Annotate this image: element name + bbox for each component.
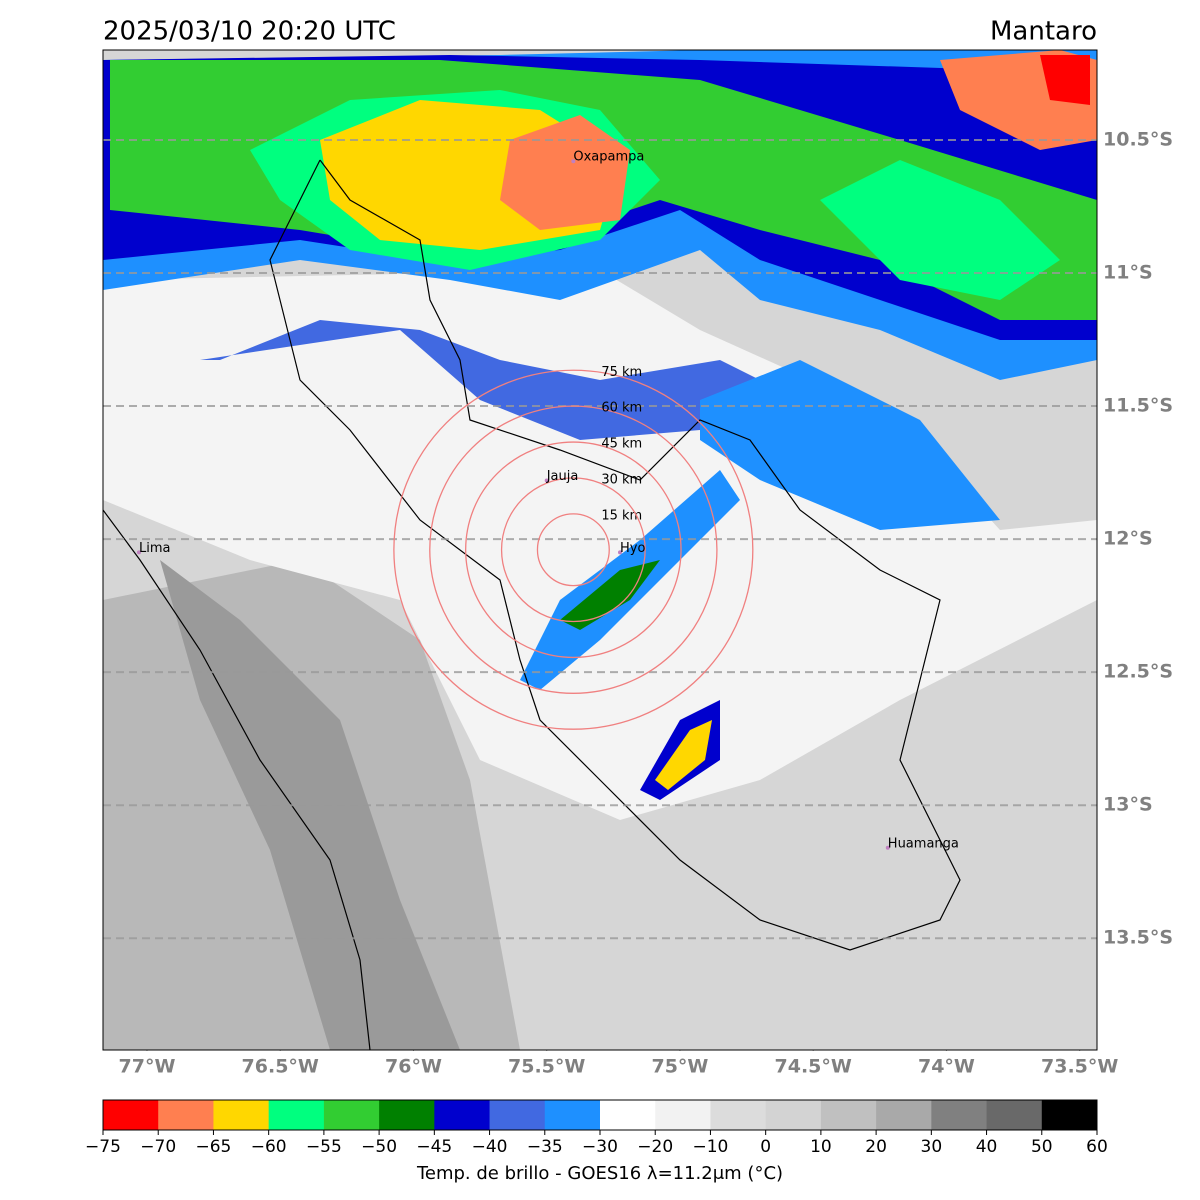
region: Mantaro — [990, 17, 1097, 47]
lat-label: 12°S — [1103, 528, 1153, 550]
range-rings: 15 km 30 km 45 km 60 km 75 km — [393, 365, 754, 730]
colorbar-segment — [1041, 1100, 1098, 1130]
lat-label: 11°S — [1103, 261, 1153, 283]
colorbar-segment — [600, 1100, 656, 1130]
city-label: Oxapampa — [573, 150, 644, 165]
lon-label: 76°W — [385, 1056, 442, 1078]
lon-label: 77°W — [119, 1056, 176, 1078]
colorbar-segment — [765, 1100, 822, 1130]
colorbar-segment — [820, 1100, 877, 1130]
range-ring-label: 30 km — [601, 472, 642, 487]
graticule: 10.5°S 11°S 11.5°S 12°S 12.5°S 13°S 13.5°S 77°W… — [103, 128, 1173, 1078]
lon-label: 75°W — [651, 1056, 708, 1078]
colorbar-segment — [323, 1100, 380, 1130]
lat-label: 13°S — [1103, 794, 1153, 816]
colorbar-tick-label: 20 — [865, 1137, 887, 1157]
map-frame — [102, 49, 1098, 1051]
colorbar-tick-label: −55 — [306, 1137, 342, 1157]
city-label: Huamanga — [888, 836, 959, 851]
colorbar-tick-label: 60 — [1086, 1137, 1108, 1157]
satellite-field — [103, 50, 1097, 1050]
colorbar: −75 −70 −65 −60 −55 −50 −45 −40 −35 −30 −20 −10 0 10 2… — [85, 1099, 1108, 1157]
colorbar-tick-label: −20 — [637, 1137, 673, 1157]
colorbar-tick-label: −50 — [361, 1137, 397, 1157]
lon-label: 73.5°W — [1041, 1056, 1118, 1078]
city-marker — [571, 159, 576, 164]
colorbar-tick-label: 10 — [810, 1137, 832, 1157]
colorbar-segment — [434, 1100, 491, 1130]
colorbar-segment — [213, 1100, 270, 1130]
colorbar-tick-label: 40 — [976, 1137, 998, 1157]
colorbar-segment — [931, 1100, 988, 1130]
colorbar-tick-label: −70 — [140, 1137, 176, 1157]
colorbar-segment — [876, 1100, 932, 1130]
lon-label: 75.5°W — [508, 1056, 585, 1078]
range-ring-label: 75 km — [601, 365, 642, 380]
colorbar-segment — [379, 1100, 435, 1130]
range-ring-label: 60 km — [601, 401, 642, 416]
range-ring — [393, 369, 754, 730]
colorbar-tick-label: −35 — [527, 1137, 563, 1157]
cities: Oxapampa Jauja Hyo Lima Huamanga — [136, 150, 959, 851]
colorbar-tick-label: 30 — [921, 1137, 943, 1157]
colorbar-tick-label: −65 — [195, 1137, 231, 1157]
range-ring — [536, 513, 610, 587]
range-ring — [429, 405, 718, 694]
lon-label: 74.5°W — [775, 1056, 852, 1078]
colorbar-segment — [986, 1100, 1043, 1130]
lat-label: 11.5°S — [1103, 395, 1173, 417]
colorbar-segment — [655, 1100, 711, 1130]
colorbar-tick-label: 0 — [760, 1137, 771, 1157]
lat-label: 13.5°S — [1103, 927, 1173, 949]
city-marker — [885, 845, 890, 850]
city-label: Jauja — [546, 469, 579, 484]
city-label: Lima — [139, 541, 170, 556]
colorbar-tick-label: −45 — [416, 1137, 452, 1157]
colorbar-segment — [103, 1100, 159, 1130]
colorbar-tick-label: −60 — [251, 1137, 287, 1157]
colorbar-label: Temp. de brillo - GOES16 λ=11.2μm (°C) — [416, 1163, 783, 1184]
range-ring-label: 15 km — [601, 508, 642, 523]
colorbar-tick-label: −40 — [472, 1137, 508, 1157]
title: 2025/03/10 20:20 UTC — [103, 17, 396, 47]
lon-label: 74°W — [918, 1056, 975, 1078]
colorbar-tick-label: 50 — [1031, 1137, 1053, 1157]
city-marker — [617, 550, 622, 555]
borders — [103, 159, 961, 1050]
range-ring — [500, 477, 646, 623]
colorbar-segment — [268, 1100, 325, 1130]
lon-label: 76.5°W — [242, 1056, 319, 1078]
city-label: Hyo — [620, 541, 645, 556]
range-ring — [465, 441, 682, 659]
colorbar-tick-label: −30 — [582, 1137, 618, 1157]
colorbar-tick-label: −10 — [692, 1137, 728, 1157]
lat-label: 10.5°S — [1103, 128, 1173, 150]
colorbar-tick-label: −75 — [85, 1137, 121, 1157]
colorbar-segment — [158, 1100, 214, 1130]
range-ring-label: 45 km — [601, 437, 642, 452]
city-marker — [544, 478, 549, 483]
city-marker — [136, 550, 141, 555]
colorbar-segment — [489, 1100, 546, 1130]
colorbar-segment — [544, 1100, 601, 1130]
lat-label: 12.5°S — [1103, 661, 1173, 683]
colorbar-segment — [710, 1100, 767, 1130]
